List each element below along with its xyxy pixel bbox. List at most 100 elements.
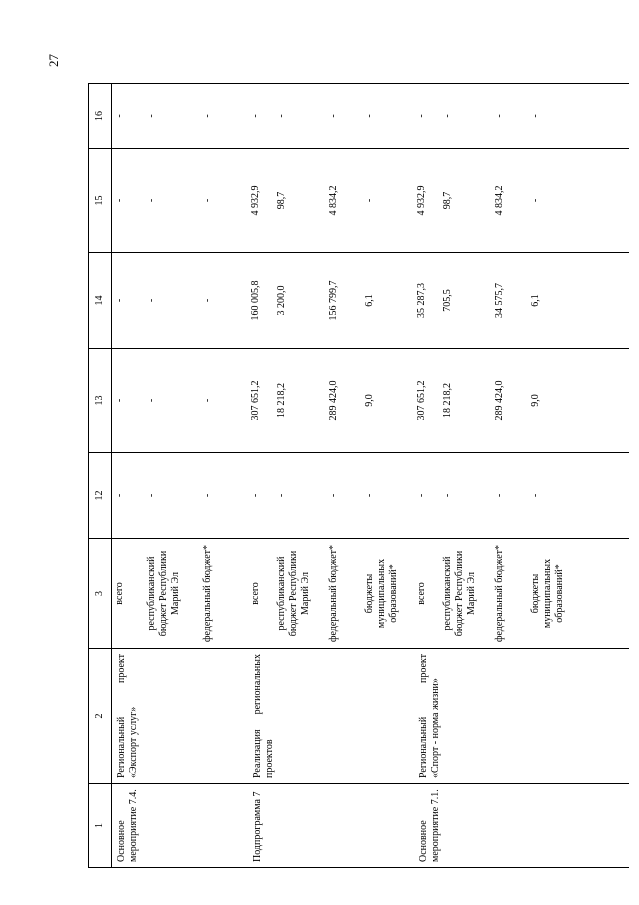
value-cell: - xyxy=(202,298,213,303)
value-column-15: 4 932,9 98,7 4 834,2 - xyxy=(248,148,414,252)
value-cell: - xyxy=(530,493,541,498)
value-cell: - xyxy=(202,493,213,498)
table-continuation-space xyxy=(580,83,629,868)
column-header: 14 xyxy=(89,252,112,348)
value-cell: - xyxy=(364,198,375,203)
column-header: 1 xyxy=(89,783,112,868)
value-cell: 160 005,8 xyxy=(250,280,261,321)
value-cell: - xyxy=(276,493,287,498)
value-cell: 18 218,2 xyxy=(276,383,287,418)
value-cell: - xyxy=(146,398,157,403)
value-cell: - xyxy=(114,493,125,498)
value-cell: - xyxy=(328,114,339,118)
value-cell: 289 424,0 xyxy=(328,380,339,421)
value-cell: 156 799,7 xyxy=(328,280,339,321)
column-header: 15 xyxy=(89,148,112,252)
value-cell: - xyxy=(530,114,541,118)
value-cell: - xyxy=(416,493,427,498)
value-cell: 289 424,0 xyxy=(494,380,505,421)
value-cell: - xyxy=(146,493,157,498)
value-column-15: - - - xyxy=(112,148,248,252)
budget-source-label: республиканский бюджет Республики Марий … xyxy=(276,550,311,637)
value-column-15: 4 932,9 98,7 4 834,2 - xyxy=(414,148,580,252)
value-cell: 4 932,9 xyxy=(416,185,427,216)
value-cell: - xyxy=(442,114,453,118)
value-cell: - xyxy=(494,493,505,498)
budget-source-label: всего xyxy=(250,582,261,605)
budget-source-label: республиканский бюджет Республики Марий … xyxy=(146,550,181,637)
value-cell: 9,0 xyxy=(364,394,375,407)
project-name-cell: Реализация региональных проектов xyxy=(248,648,414,783)
value-column-13: 307 651,2 18 218,2 289 424,0 9,0 xyxy=(414,348,580,452)
budget-source-label: бюджеты муниципальных образований* xyxy=(530,558,565,629)
table-row-group: Подпрограмма 7 Реализация региональных п… xyxy=(248,83,414,868)
value-cell: - xyxy=(146,114,157,118)
value-cell: 4 834,2 xyxy=(494,185,505,216)
value-cell: 18 218,2 xyxy=(442,383,453,418)
value-cell: 307 651,2 xyxy=(416,380,427,421)
value-cell: 98,7 xyxy=(276,191,287,210)
budget-source-label: бюджеты муниципальных образований* xyxy=(364,558,399,629)
budget-source-label: федеральный бюджет* xyxy=(202,544,213,643)
value-cell: - xyxy=(328,493,339,498)
value-column-12: - - - - xyxy=(248,452,414,538)
value-column-16: - - - xyxy=(112,83,248,148)
value-column-14: 35 287,3 705,5 34 575,7 6,1 xyxy=(414,252,580,348)
value-cell: - xyxy=(530,198,541,203)
value-cell: - xyxy=(364,493,375,498)
budget-source-cell: всего республиканский бюджет Республики … xyxy=(414,538,580,648)
value-cell: 6,1 xyxy=(364,294,375,307)
value-cell: 4 834,2 xyxy=(328,185,339,216)
value-cell: - xyxy=(114,114,125,118)
value-column-16: - - - - xyxy=(414,83,580,148)
table-row-group: Основное мероприятие 7.4. Региональный п… xyxy=(112,83,248,868)
value-cell: - xyxy=(364,114,375,118)
project-name-cell: Региональный проект «Экспорт услуг» xyxy=(112,648,248,783)
value-cell: 3 200,0 xyxy=(276,285,287,316)
column-header: 13 xyxy=(89,348,112,452)
column-header: 2 xyxy=(89,648,112,783)
value-cell: - xyxy=(494,114,505,118)
value-cell: - xyxy=(114,398,125,403)
value-column-12: - - - xyxy=(112,452,248,538)
value-cell: - xyxy=(146,198,157,203)
value-column-12: - - - - xyxy=(414,452,580,538)
value-cell: 4 932,9 xyxy=(250,185,261,216)
value-column-13: 307 651,2 18 218,2 289 424,0 9,0 xyxy=(248,348,414,452)
budget-source-cell: всего республиканский бюджет Республики … xyxy=(112,538,248,648)
value-column-14: 160 005,8 3 200,0 156 799,7 6,1 xyxy=(248,252,414,348)
value-cell: - xyxy=(202,198,213,203)
value-cell: - xyxy=(250,114,261,118)
project-name-cell: Региональный проект «Спорт - норма жизни… xyxy=(414,648,580,783)
value-cell: - xyxy=(202,114,213,118)
value-column-14: - - - xyxy=(112,252,248,348)
measure-name-cell: Основное мероприятие 7.4. xyxy=(112,783,248,868)
column-header: 3 xyxy=(89,538,112,648)
value-cell: - xyxy=(114,298,125,303)
value-cell: - xyxy=(276,114,287,118)
budget-source-cell: всего республиканский бюджет Республики … xyxy=(248,538,414,648)
measure-name-cell: Подпрограмма 7 xyxy=(248,783,414,868)
measure-name-cell: Основное мероприятие 7.1. xyxy=(414,783,580,868)
budget-source-label: всего xyxy=(114,582,125,605)
budget-source-label: федеральный бюджет* xyxy=(328,544,339,643)
value-cell: - xyxy=(146,298,157,303)
value-cell: 6,1 xyxy=(530,294,541,307)
value-cell: 705,5 xyxy=(442,289,453,312)
value-cell: - xyxy=(114,198,125,203)
column-header: 16 xyxy=(89,83,112,148)
value-cell: - xyxy=(442,493,453,498)
value-cell: 9,0 xyxy=(530,394,541,407)
value-cell: 307 651,2 xyxy=(250,380,261,421)
table-header-row: 1 2 3 12 13 14 15 16 xyxy=(89,83,112,868)
value-cell: 98,7 xyxy=(442,191,453,210)
column-header: 12 xyxy=(89,452,112,538)
value-column-13: - - - xyxy=(112,348,248,452)
value-column-16: - - - - xyxy=(248,83,414,148)
table-row-group: Основное мероприятие 7.1. Региональный п… xyxy=(414,83,580,868)
budget-source-label: республиканский бюджет Республики Марий … xyxy=(442,550,477,637)
page-number: 27 xyxy=(46,54,61,67)
value-cell: - xyxy=(416,114,427,118)
budget-table: 1 2 3 12 13 14 15 16 Основное мероприяти… xyxy=(88,83,629,868)
